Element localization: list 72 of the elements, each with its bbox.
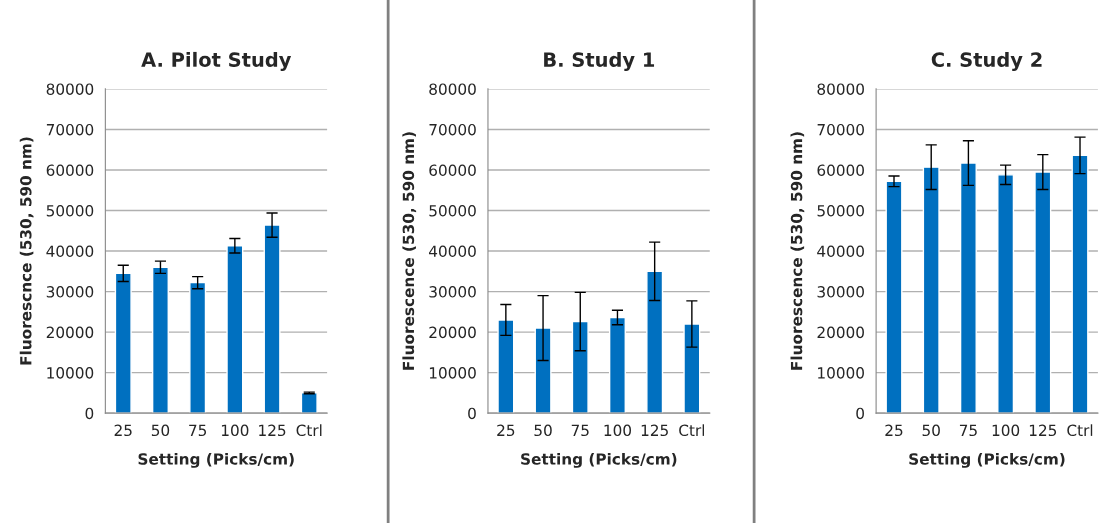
bar [1034,171,1052,414]
x-tick-label: 100 [221,424,249,437]
bar [959,162,977,414]
y-tick-label: 20000 [429,326,476,339]
y-tick-label: 0 [856,407,864,420]
y-tick-label: 70000 [46,123,94,136]
y-tick-label: 70000 [429,123,476,136]
y-tick-label: 60000 [46,164,94,176]
y-tick-label: 50000 [46,204,94,217]
bar [114,272,132,414]
bar [885,180,903,414]
bar [571,320,589,414]
x-tick-label: Ctrl [296,424,322,437]
x-tick-label: 25 [114,424,132,437]
bar [1071,154,1089,414]
y-tick-label: 80000 [817,83,864,95]
y-tick-label: 80000 [46,83,94,95]
y-axis-title: Fluorescence (530, 590 nm) [402,132,417,370]
chart-title: C. Study 2 [931,51,1042,71]
x-tick-label: 50 [922,424,940,437]
y-tick-label: 10000 [47,367,94,379]
y-axis-title: Fluorescnce (530, 590 nm) [19,137,34,365]
y-tick-label: 40000 [46,245,94,258]
x-tick-label: 125 [259,424,286,437]
y-tick-label: 60000 [817,164,864,176]
bar [534,327,552,414]
y-tick-label: 70000 [817,123,864,136]
bar [226,245,244,414]
bar [608,316,626,414]
x-tick-label: 25 [885,424,903,437]
y-tick-label: 10000 [429,367,476,379]
x-axis-title: Setting (Picks/cm) [521,452,677,468]
chart-title: B. Study 1 [544,51,655,71]
x-tick-label: 100 [604,424,632,437]
y-tick-label: 80000 [429,83,476,95]
y-tick-label: 0 [468,407,476,420]
bar [997,174,1015,414]
bar [646,270,664,414]
x-tick-label: Ctrl [679,424,705,437]
x-tick-label: 75 [189,424,207,437]
x-tick-label: 75 [959,424,977,437]
bar [151,266,169,414]
bar [300,392,318,414]
x-axis-title: Setting (Picks/cm) [909,452,1065,468]
x-tick-label: 100 [992,424,1020,437]
y-tick-label: 0 [85,407,94,420]
y-tick-label: 20000 [46,326,94,339]
bar [497,319,515,414]
x-tick-label: 125 [1029,424,1057,437]
y-tick-label: 40000 [817,245,864,258]
x-tick-label: 75 [571,424,589,437]
x-tick-label: 25 [497,424,515,437]
chart-title: A. Pilot Study [141,51,292,71]
y-tick-label: 50000 [429,204,476,217]
bar [189,281,207,414]
x-tick-label: 50 [151,424,170,437]
x-tick-label: 125 [641,424,668,437]
y-tick-label: 20000 [817,326,864,339]
x-axis-title: Setting (Picks/cm) [138,452,294,468]
y-tick-label: 60000 [429,164,476,176]
bar [922,166,940,414]
y-tick-label: 30000 [429,286,476,298]
y-tick-label: 30000 [46,286,94,298]
y-tick-label: 10000 [818,367,864,379]
y-axis-title: Fluorescence (530, 590 nm) [790,132,805,370]
x-tick-label: Ctrl [1067,424,1093,437]
y-tick-label: 40000 [428,245,476,258]
x-tick-label: 50 [534,424,552,437]
bar [263,224,281,414]
y-tick-label: 30000 [817,286,864,298]
bar [683,323,701,414]
y-tick-label: 50000 [817,204,864,217]
